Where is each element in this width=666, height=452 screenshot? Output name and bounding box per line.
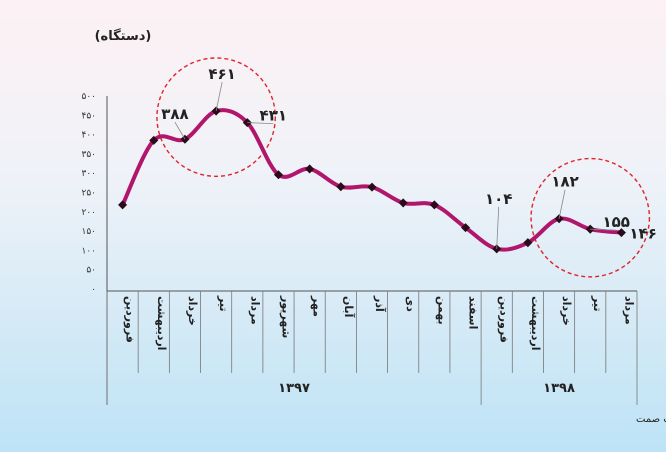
month-label: آذر bbox=[373, 295, 387, 312]
month-label: مرداد bbox=[622, 296, 635, 325]
data-label: ۴۶۱ bbox=[208, 65, 235, 83]
month-label: شهریور bbox=[279, 295, 292, 338]
leader-line bbox=[247, 122, 274, 125]
month-labels: فروردین اردیبهشت خرداد تیر مرداد شهریور مهر آبا… bbox=[124, 295, 636, 350]
category-grid bbox=[106, 291, 638, 405]
month-label: خرداد bbox=[186, 296, 199, 326]
month-label: اردیبهشت bbox=[155, 296, 168, 350]
month-label: فروردین bbox=[498, 296, 511, 343]
y-tick-label: ۱۰۰ bbox=[81, 246, 96, 256]
data-label: ۱۵۵ bbox=[603, 213, 630, 231]
month-label: مهر bbox=[311, 295, 324, 317]
leader-line bbox=[558, 189, 566, 219]
year-label: ۱۳۹۷ bbox=[278, 381, 310, 396]
leader-line bbox=[590, 228, 617, 231]
y-tick-label: ۳۰۰ bbox=[81, 169, 96, 179]
y-tick-label: ۰ bbox=[91, 285, 96, 295]
highlight-circle bbox=[530, 157, 651, 278]
y-tick-label: ۳۵۰ bbox=[81, 150, 96, 160]
year-labels: ۱۳۹۷ ۱۳۹۸ bbox=[278, 381, 575, 396]
month-label: مرداد bbox=[248, 296, 261, 325]
data-point-marker bbox=[492, 244, 502, 254]
month-label: تیر bbox=[591, 295, 604, 311]
month-label: آبان bbox=[342, 296, 356, 318]
y-tick-label: ۲۵۰ bbox=[81, 189, 96, 199]
leader-line bbox=[174, 122, 186, 140]
series-line bbox=[120, 108, 624, 252]
data-label: ۱۰۴ bbox=[485, 190, 512, 208]
y-tick-label: ۵۰ bbox=[86, 266, 96, 276]
data-point-marker bbox=[273, 170, 283, 180]
month-label: بهمن bbox=[435, 296, 448, 325]
data-label-leaders bbox=[174, 81, 617, 249]
source-note: منبع داده‌ها: وزارت صمت bbox=[636, 414, 666, 425]
data-point-marker bbox=[429, 200, 439, 210]
data-label: ۳۸۸ bbox=[161, 105, 188, 123]
unit-label: (دستگاه) bbox=[95, 28, 152, 44]
month-label: دی bbox=[404, 296, 417, 312]
y-tick-label: ۱۵۰ bbox=[81, 227, 96, 237]
y-tick-label: ۴۰۰ bbox=[81, 131, 96, 141]
data-label: ۱۴۶ bbox=[629, 225, 656, 243]
leader-line bbox=[496, 206, 500, 249]
data-label: ۴۳۱ bbox=[260, 107, 287, 125]
data-point-marker bbox=[336, 182, 346, 192]
month-label: اردیبهشت bbox=[529, 296, 542, 350]
highlight-circle bbox=[156, 57, 276, 178]
leader-line bbox=[215, 81, 223, 112]
data-label: ۱۸۲ bbox=[551, 173, 578, 191]
month-label: خرداد bbox=[560, 296, 573, 326]
data-point-marker bbox=[149, 135, 159, 145]
y-tick-label: ۵۰۰ bbox=[81, 92, 96, 102]
month-label: اسفند bbox=[467, 296, 480, 329]
data-point-marker bbox=[616, 228, 626, 238]
data-point-marker bbox=[523, 238, 533, 248]
year-label: ۱۳۹۸ bbox=[543, 381, 575, 396]
highlight-circles bbox=[156, 57, 651, 278]
month-label: تیر bbox=[217, 295, 230, 311]
month-label: فروردین bbox=[124, 296, 137, 343]
y-tick-label: ۲۰۰ bbox=[81, 208, 96, 218]
y-tick-label: ۴۵۰ bbox=[81, 111, 96, 121]
